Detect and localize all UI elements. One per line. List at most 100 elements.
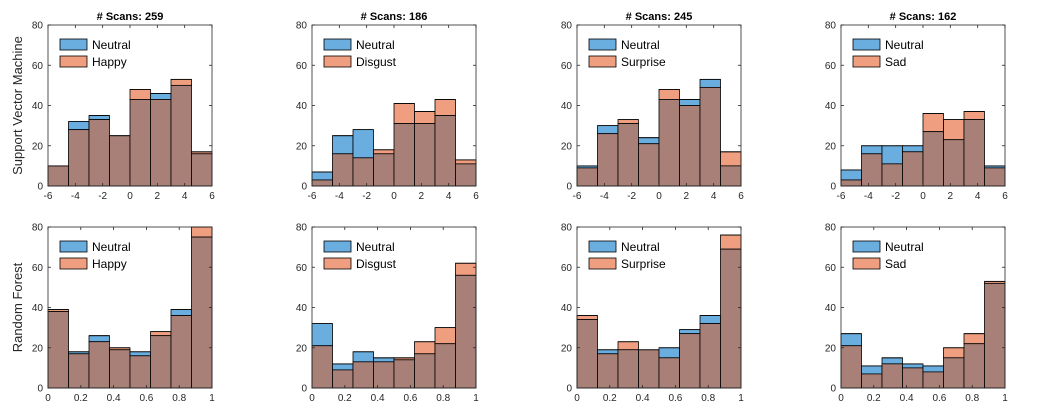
- bar-overlap: [617, 349, 639, 389]
- bar-neutral-excess: [332, 135, 354, 155]
- x-tick-label: 0.6: [932, 393, 946, 404]
- bar-disgust-excess: [455, 262, 477, 276]
- legend-label-surprise: Surprise: [621, 257, 666, 271]
- x-tick-label: 0.6: [139, 393, 153, 404]
- bar-neutral-excess: [699, 315, 721, 324]
- histogram-panel-8: 0 20 40 60 80 0 0.2 0.4 0.6 0.8 1 Neutral Sad: [825, 223, 1008, 405]
- x-tick-label: -2: [627, 191, 636, 202]
- histogram-panel-6: 0 20 40 60 80 0 0.2 0.4 0.6 0.8 1 Neutral Disgust: [296, 223, 479, 405]
- bar-neutral-excess: [861, 145, 883, 155]
- bar-neutral-excess: [638, 137, 660, 145]
- legend-swatch-surprise: [588, 55, 617, 68]
- y-tick-label: 80: [825, 223, 837, 234]
- y-tick-label: 20: [825, 141, 837, 152]
- legend-label-surprise: Surprise: [621, 55, 666, 69]
- bar-overlap: [658, 99, 680, 187]
- bar-neutral-excess: [881, 145, 903, 165]
- x-tick-label: 0.8: [701, 393, 715, 404]
- y-tick-label: 20: [32, 343, 44, 354]
- row-label: Random Forest: [10, 262, 25, 352]
- bar-disgust-excess: [414, 341, 436, 355]
- bar-overlap: [150, 99, 172, 187]
- bar-happy-excess: [129, 89, 151, 100]
- bar-sad-excess: [963, 111, 985, 120]
- bar-surprise-excess: [720, 151, 742, 167]
- bar-overlap: [414, 353, 436, 389]
- bar-overlap: [373, 361, 395, 389]
- bar-neutral-excess: [129, 351, 151, 357]
- y-tick-label: 20: [32, 141, 44, 152]
- bar-overlap: [332, 369, 354, 389]
- legend-swatch-surprise: [588, 257, 617, 270]
- bar-overlap: [902, 367, 924, 389]
- bar-overlap: [129, 355, 151, 389]
- x-tick-label: -4: [864, 191, 873, 202]
- legend-swatch-neutral: [852, 38, 881, 51]
- y-tick-label: 0: [566, 384, 572, 395]
- y-tick-label: 40: [825, 303, 837, 314]
- x-tick-label: 0.2: [74, 393, 88, 404]
- bar-overlap: [455, 274, 477, 389]
- bar-overlap: [170, 315, 192, 389]
- bar-overlap: [658, 357, 680, 389]
- bar-overlap: [679, 105, 701, 187]
- x-tick-label: -4: [335, 191, 344, 202]
- x-tick-label: -6: [308, 191, 317, 202]
- y-tick-label: 20: [561, 141, 573, 152]
- y-tick-label: 20: [296, 343, 308, 354]
- bar-disgust-excess: [373, 149, 395, 155]
- x-tick-label: 0: [920, 191, 926, 202]
- bar-overlap: [109, 349, 131, 389]
- y-tick-label: 40: [296, 303, 308, 314]
- bar-neutral-excess: [922, 365, 944, 373]
- legend-label-happy: Happy: [92, 55, 127, 69]
- bar-sad-excess: [943, 347, 965, 359]
- x-tick-label: 2: [155, 191, 161, 202]
- bar-neutral-excess: [679, 99, 701, 106]
- legend-swatch-neutral: [59, 240, 88, 253]
- bar-overlap: [840, 179, 862, 187]
- bar-overlap: [109, 135, 131, 187]
- bar-neutral-excess: [373, 357, 395, 363]
- x-tick-label: 2: [684, 191, 690, 202]
- legend-swatch-neutral: [59, 38, 88, 51]
- bar-overlap: [576, 319, 598, 389]
- bar-overlap: [597, 133, 619, 187]
- x-tick-label: 0.2: [603, 393, 617, 404]
- x-tick-label: 1: [738, 393, 744, 404]
- bar-overlap: [352, 157, 374, 187]
- bar-disgust-excess: [434, 99, 456, 116]
- y-tick-label: 40: [32, 303, 44, 314]
- y-tick-label: 80: [32, 21, 44, 32]
- bar-overlap: [943, 139, 965, 187]
- y-tick-label: 0: [566, 182, 572, 193]
- bar-neutral-excess: [679, 329, 701, 335]
- bar-surprise-excess: [658, 89, 680, 100]
- x-tick-label: 6: [209, 191, 215, 202]
- y-tick-label: 60: [296, 263, 308, 274]
- x-tick-label: 0: [391, 191, 397, 202]
- bar-overlap: [393, 123, 415, 187]
- bar-overlap: [352, 361, 374, 389]
- legend-swatch-neutral: [852, 240, 881, 253]
- legend-swatch-neutral: [323, 240, 352, 253]
- bar-surprise-excess: [720, 234, 742, 250]
- x-tick-label: 4: [711, 191, 717, 202]
- legend-swatch-disgust: [323, 55, 352, 68]
- bar-neutral-excess: [311, 171, 333, 181]
- bar-overlap: [679, 333, 701, 389]
- legend-swatch-neutral: [588, 240, 617, 253]
- bar-neutral-excess: [658, 347, 680, 359]
- x-tick-label: 0: [838, 393, 844, 404]
- bar-disgust-excess: [455, 159, 477, 165]
- bar-overlap: [638, 143, 660, 187]
- x-tick-label: 2: [419, 191, 425, 202]
- bar-overlap: [191, 153, 213, 187]
- bar-neutral-excess: [88, 335, 110, 343]
- legend-label-disgust: Disgust: [356, 257, 397, 271]
- bar-overlap: [373, 153, 395, 187]
- y-tick-label: 20: [825, 343, 837, 354]
- x-tick-label: 0: [656, 191, 662, 202]
- legend-swatch-neutral: [588, 38, 617, 51]
- bar-overlap: [720, 248, 742, 389]
